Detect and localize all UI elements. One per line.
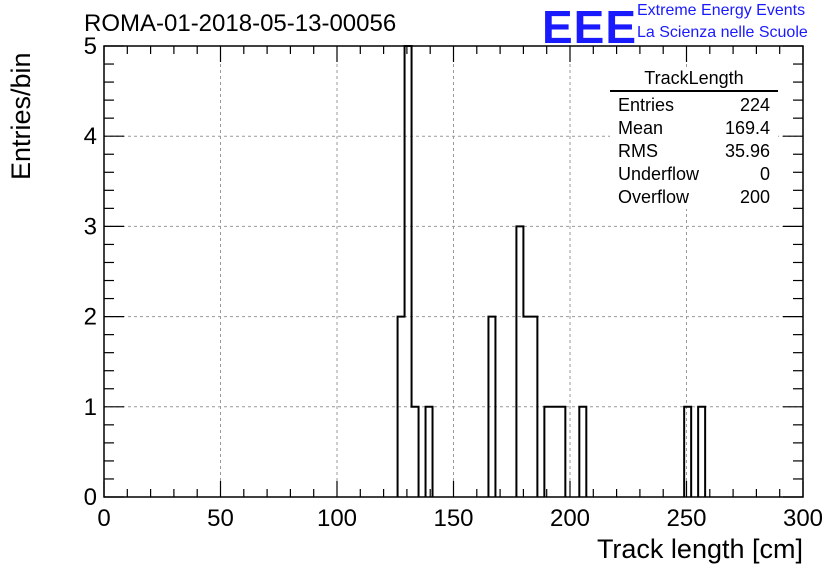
histogram-bar (558, 407, 565, 497)
histogram-bar (579, 407, 586, 497)
plot-frame (103, 45, 804, 498)
stats-row-mean: Mean 169.4 (610, 117, 778, 140)
stats-label: Mean (618, 118, 664, 138)
y-axis-label: Entries/bin (6, 52, 36, 180)
x-tick-label: 150 (433, 505, 473, 532)
histogram-bar (523, 317, 530, 497)
stats-title: TrackLength (610, 68, 778, 92)
stats-label: Entries (618, 95, 675, 115)
histogram-bar (405, 46, 412, 497)
stats-label: Underflow (618, 164, 700, 184)
stats-row-underflow: Underflow 0 (610, 163, 778, 186)
stats-row-overflow: Overflow 200 (610, 186, 778, 209)
histogram-bar (530, 317, 537, 497)
histogram-bar (516, 226, 523, 497)
histogram-bar (544, 407, 551, 497)
stats-value: 169.4 (724, 118, 770, 138)
stats-row-rms: RMS 35.96 (610, 140, 778, 163)
logo-line-1: Extreme Energy Events (637, 2, 806, 19)
histogram-bar (398, 317, 405, 497)
x-tick-label: 200 (550, 505, 590, 532)
histogram-bar (412, 407, 419, 497)
eee-logo: EEE (542, 1, 638, 53)
stats-label: RMS (618, 141, 658, 161)
run-title: ROMA-01-2018-05-13-00056 (84, 10, 397, 37)
histogram-bar (426, 407, 433, 497)
y-tick-label: 2 (84, 304, 97, 331)
x-tick-label: 0 (97, 505, 110, 532)
x-tick-label: 250 (666, 505, 706, 532)
y-tick-label: 0 (84, 484, 97, 511)
stats-value: 200 (739, 187, 770, 207)
y-tick-label: 5 (84, 33, 97, 60)
stats-value: 224 (739, 95, 770, 115)
y-tick-label: 1 (84, 394, 97, 421)
y-tick-label: 4 (84, 123, 97, 150)
stats-value: 0 (759, 164, 770, 184)
histogram-bar (488, 317, 495, 497)
x-axis-label: Track length [cm] (596, 534, 803, 564)
histogram-bar (698, 407, 705, 497)
x-tick-label: 50 (207, 505, 234, 532)
histogram-bar (551, 407, 558, 497)
x-tick-label: 100 (317, 505, 357, 532)
logo-line-2: La Scienza nelle Scuole (637, 24, 808, 41)
stats-row-entries: Entries 224 (610, 94, 778, 117)
x-tick-label: 300 (783, 505, 823, 532)
histogram-bar (684, 407, 691, 497)
stats-box: TrackLength Entries 224 Mean 169.4 RMS 3… (610, 68, 778, 209)
stats-value: 35.96 (724, 141, 770, 161)
y-tick-label: 3 (84, 213, 97, 240)
stats-label: Overflow (618, 187, 690, 207)
